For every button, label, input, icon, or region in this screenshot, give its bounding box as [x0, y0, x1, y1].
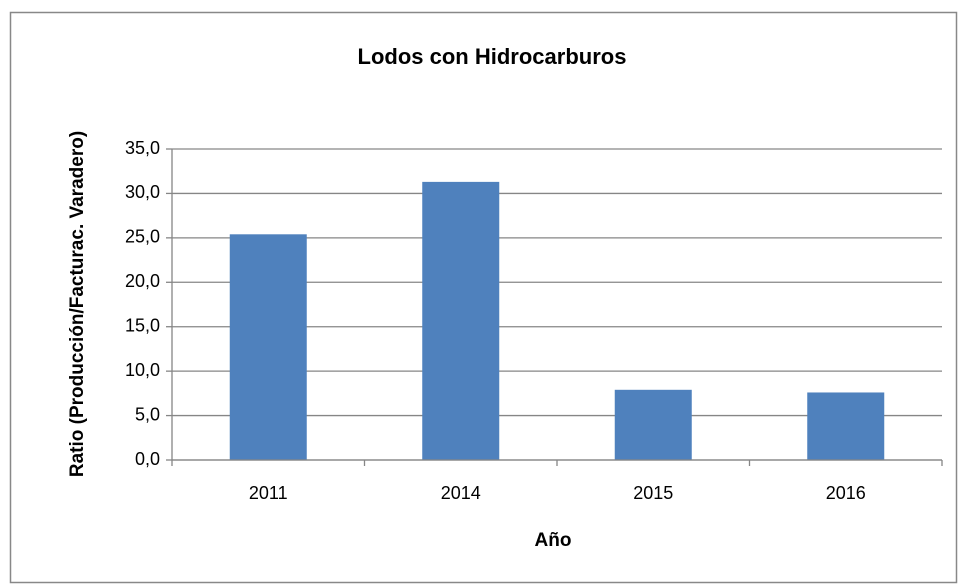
chart-title: Lodos con Hidrocarburos [358, 44, 627, 69]
y-tick-label: 5,0 [135, 404, 160, 424]
x-tick-label: 2014 [441, 483, 481, 503]
x-tick-label: 2011 [249, 483, 288, 503]
bar [614, 389, 692, 460]
y-tick-label: 35,0 [125, 138, 160, 158]
y-tick-label: 25,0 [125, 227, 160, 247]
x-axis-title: Año [535, 530, 572, 551]
y-tick-label: 10,0 [125, 360, 160, 380]
y-tick-label: 0,0 [135, 449, 160, 469]
y-tick-label: 20,0 [125, 271, 160, 291]
bar [807, 392, 885, 460]
x-tick-label: 2016 [826, 483, 866, 503]
y-tick-label: 15,0 [125, 315, 160, 335]
bar [422, 181, 500, 460]
y-axis-title: Ratio (Producción/Facturac. Varadero) [67, 131, 88, 477]
x-tick-label: 2015 [633, 483, 673, 503]
y-tick-label: 30,0 [125, 182, 160, 202]
bar [229, 234, 307, 460]
